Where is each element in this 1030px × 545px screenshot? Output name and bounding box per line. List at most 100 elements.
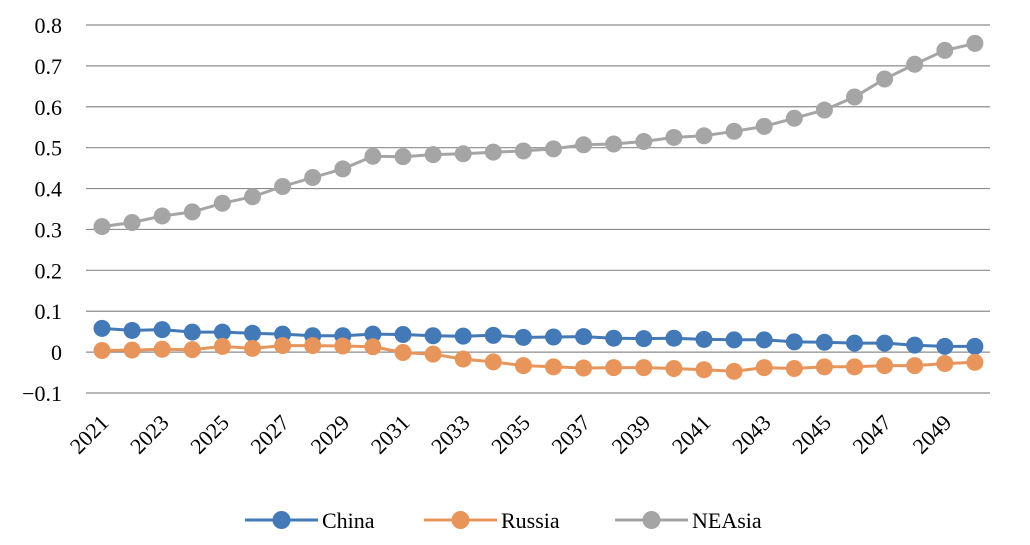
x-tick-label: 2041: [667, 410, 716, 459]
data-point: [815, 358, 833, 376]
x-tick-label: 2027: [245, 410, 294, 459]
series-line: [101, 41, 976, 229]
data-point: [846, 334, 863, 352]
data-point: [274, 178, 292, 196]
data-point: [635, 330, 653, 348]
y-tick-label: 0.1: [35, 299, 63, 324]
data-point: [394, 148, 412, 166]
data-point: [725, 362, 743, 380]
data-point: [906, 336, 924, 354]
data-point: [304, 337, 322, 355]
data-point: [966, 353, 984, 371]
data-point: [213, 323, 231, 341]
data-point: [575, 359, 593, 377]
data-point: [514, 142, 532, 160]
x-tick-label: 2039: [607, 410, 656, 459]
data-point: [846, 88, 863, 106]
x-tick-label: 2047: [847, 410, 896, 459]
data-point: [364, 338, 382, 356]
legend-swatch-marker: [642, 511, 661, 529]
data-point: [484, 326, 502, 344]
data-point: [545, 140, 562, 158]
x-tick-label: 2049: [908, 410, 957, 459]
x-tick-label: 2043: [727, 410, 776, 459]
data-point: [454, 327, 472, 345]
data-point: [755, 117, 773, 135]
y-tick-label: −0.1: [22, 381, 62, 406]
gridlines: [86, 24, 990, 394]
data-point: [153, 321, 171, 339]
legend-swatch-marker: [451, 511, 470, 529]
data-point: [334, 160, 352, 178]
x-tick-label: 2031: [366, 410, 415, 459]
data-point: [424, 327, 442, 345]
data-point: [695, 330, 713, 348]
data-point: [545, 328, 562, 346]
data-point: [394, 326, 412, 344]
y-tick-label: 0.2: [35, 258, 63, 283]
legend-item-china: China: [245, 508, 375, 533]
y-tick-label: 0.7: [35, 54, 63, 79]
x-tick-label: 2037: [546, 410, 595, 459]
data-point: [334, 337, 352, 355]
data-point: [484, 143, 502, 161]
data-point: [183, 323, 201, 341]
data-point: [605, 135, 623, 153]
data-point: [665, 128, 683, 146]
y-tick-label: 0.5: [35, 136, 63, 161]
data-point: [123, 321, 141, 339]
series-neasia: [93, 34, 984, 236]
data-point: [815, 101, 833, 119]
data-point: [153, 340, 171, 358]
data-point: [545, 358, 562, 376]
data-point: [575, 136, 593, 154]
legend-label: Russia: [501, 508, 560, 533]
data-point: [183, 341, 201, 359]
data-point: [244, 188, 261, 206]
data-point: [755, 331, 773, 349]
legend-label: NEAsia: [692, 508, 762, 533]
y-tick-label: 0.4: [35, 177, 63, 202]
data-point: [966, 337, 984, 355]
series-line: [101, 326, 975, 348]
x-tick-label: 2025: [185, 410, 234, 459]
data-point: [274, 337, 292, 355]
legend-label: China: [322, 508, 375, 533]
data-point: [665, 359, 683, 377]
data-point: [785, 109, 803, 127]
x-tick-label: 2029: [306, 410, 355, 459]
data-point: [695, 361, 713, 379]
legend-item-russia: Russia: [424, 508, 560, 533]
data-point: [484, 353, 502, 371]
data-point: [936, 337, 954, 355]
y-tick-label: 0.6: [35, 95, 63, 120]
data-point: [966, 34, 984, 52]
data-point: [906, 357, 924, 375]
data-point: [514, 357, 532, 375]
legend-item-neasia: NEAsia: [615, 508, 762, 533]
x-tick-label: 2045: [787, 410, 836, 459]
x-tick-label: 2035: [486, 410, 535, 459]
data-point: [244, 324, 261, 342]
data-point: [364, 325, 382, 343]
y-axis-ticks: −0.1 0 0.1 0.2 0.3 0.4 0.5 0.6 0.7 0.8: [22, 13, 62, 406]
x-tick-label: 2023: [125, 410, 174, 459]
data-point: [936, 355, 954, 373]
legend-swatch-marker: [272, 511, 291, 529]
data-point: [153, 207, 171, 225]
data-point: [93, 218, 111, 236]
data-point: [605, 359, 623, 377]
data-point: [785, 359, 803, 377]
data-point: [394, 344, 412, 362]
series-china: [93, 319, 984, 355]
x-tick-label: 2021: [65, 410, 114, 459]
data-point: [424, 345, 442, 363]
data-point: [815, 333, 833, 351]
series-lines: [93, 34, 984, 380]
data-point: [695, 127, 713, 145]
data-point: [454, 350, 472, 368]
data-point: [876, 357, 894, 375]
x-axis-ticks: 2021 2023 2025 2027 2029 2031 2033 2035 2037 2039…: [65, 410, 957, 459]
data-point: [906, 55, 924, 73]
